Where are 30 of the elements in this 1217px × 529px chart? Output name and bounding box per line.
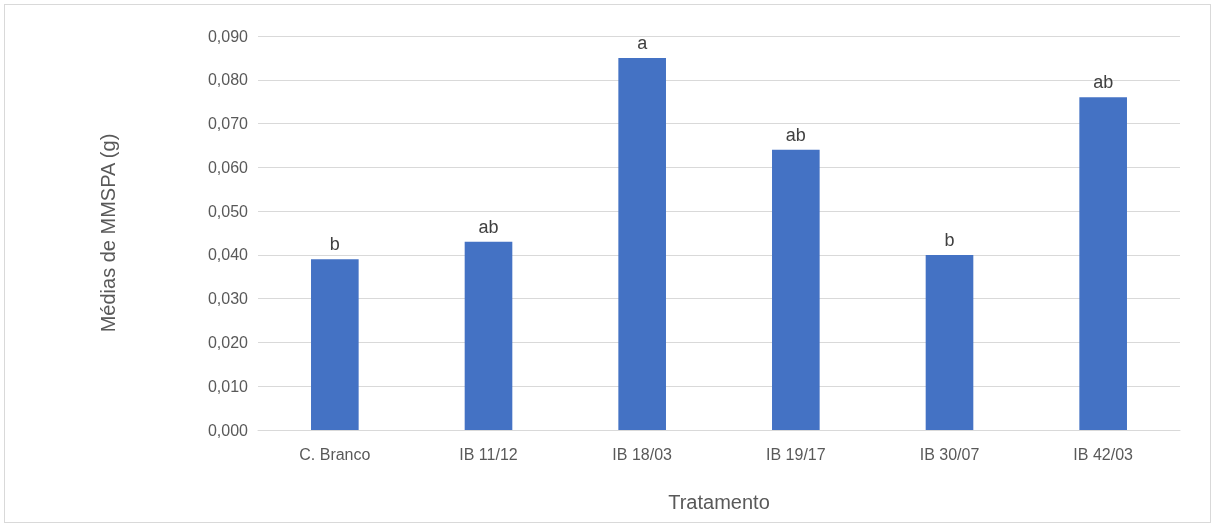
bar <box>464 241 513 430</box>
x-tick-label: IB 42/03 <box>1073 445 1134 463</box>
annotation: ab <box>478 216 499 237</box>
bar <box>1079 97 1127 430</box>
y-axis-title: Médias de MMSPA (g) <box>97 133 119 333</box>
annotation: ab <box>785 124 806 145</box>
x-tick-label: IB 19/17 <box>766 445 826 463</box>
annotation: ab <box>1093 72 1114 93</box>
y-tick-label: 0,020 <box>207 333 249 351</box>
y-tick-label: 0,070 <box>207 115 249 133</box>
annotation: b <box>944 229 955 250</box>
bar <box>772 149 820 430</box>
y-tick-label: 0,050 <box>207 202 249 220</box>
y-tick-label: 0,030 <box>207 290 249 308</box>
x-tick-label: IB 11/12 <box>459 445 518 463</box>
x-tick-label: IB 30/07 <box>919 445 980 463</box>
y-tick-label: 0,040 <box>207 246 249 264</box>
x-tick-label: C. Branco <box>299 445 371 463</box>
annotation: b <box>329 234 340 255</box>
x-axis-title: Tratamento <box>668 491 770 513</box>
y-tick-label: 0,090 <box>207 27 249 45</box>
y-tick-label: 0,010 <box>207 377 249 395</box>
bar <box>925 254 974 430</box>
y-tick-label: 0,000 <box>207 421 249 439</box>
x-tick-label: IB 18/03 <box>612 445 673 463</box>
bar <box>618 57 666 430</box>
y-tick-label: 0,060 <box>207 158 249 176</box>
y-tick-label: 0,080 <box>207 71 249 89</box>
annotation: a <box>637 32 649 53</box>
bar <box>311 259 359 430</box>
